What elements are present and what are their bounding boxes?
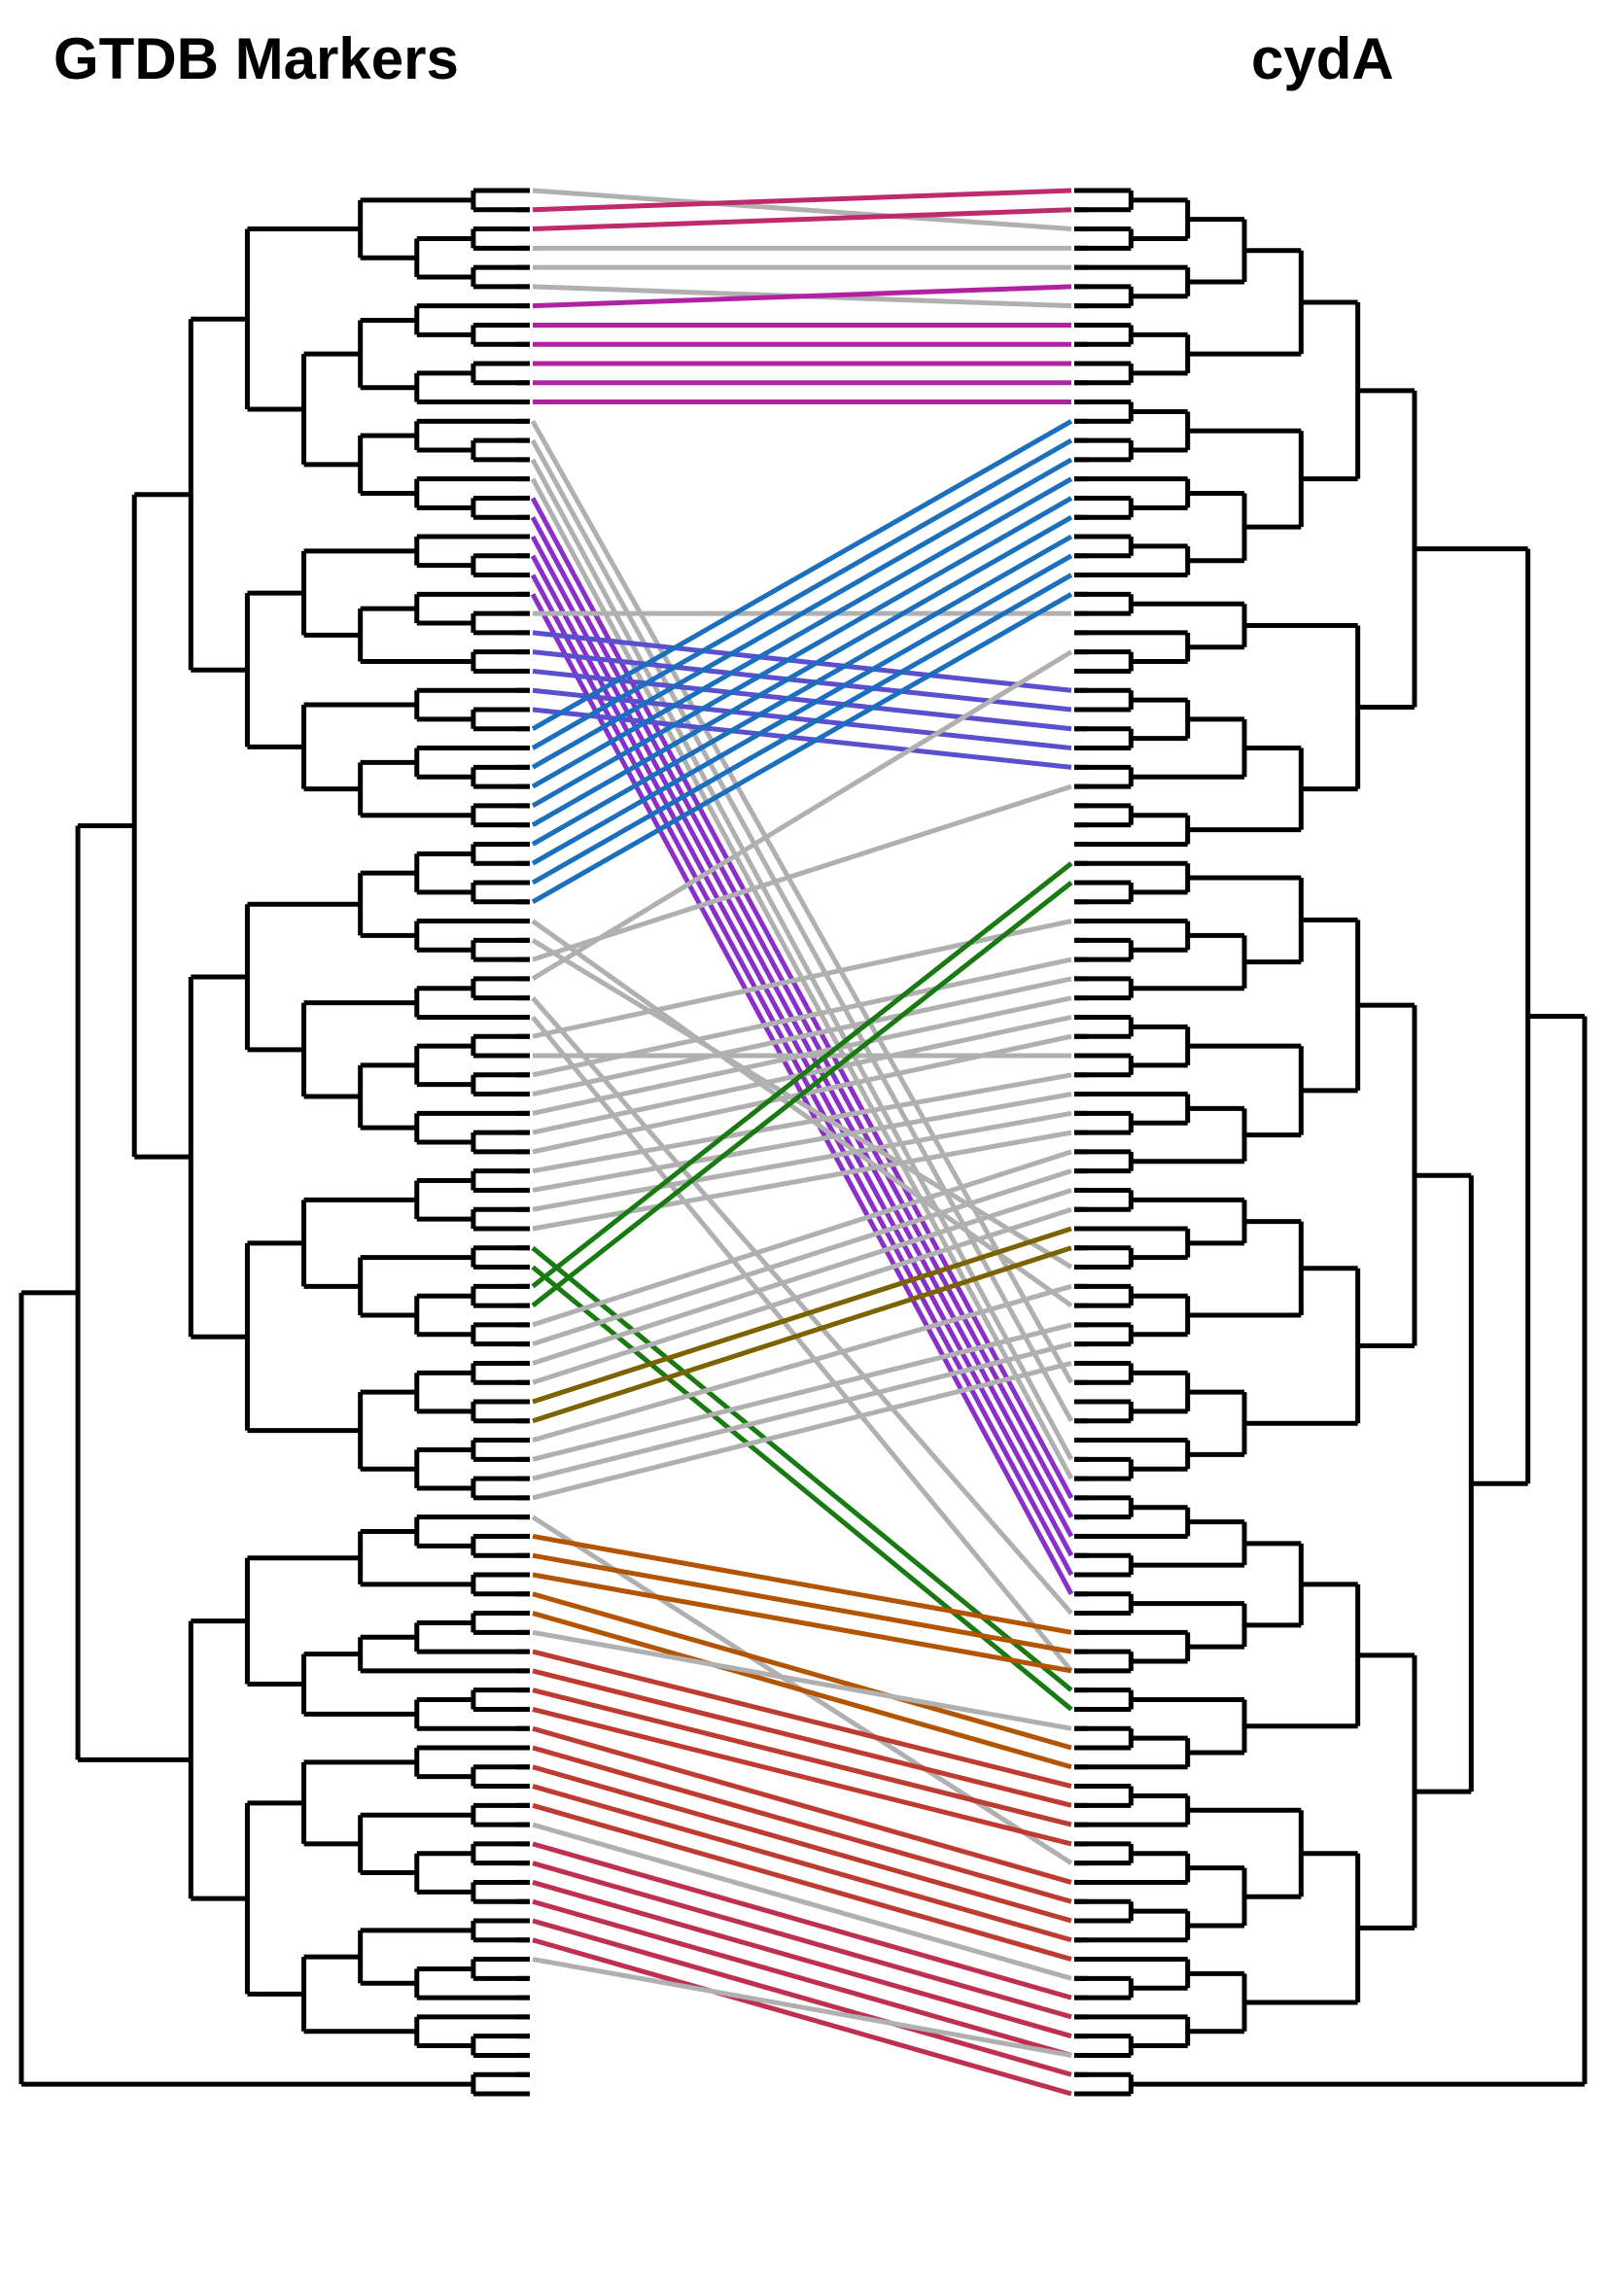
connection-line-51 [532,1072,1072,1174]
connection-line-59 [532,1149,1072,1328]
connection-line-87 [532,1861,1072,2020]
connection-line-86 [532,1841,1072,2000]
connection-line-89 [532,1898,1072,2058]
connection-line-88 [532,1880,1072,2039]
connection-line-92 [532,1957,1072,2058]
left-tree-title: GTDB Markers [53,26,459,91]
connection-line-43 [531,1015,1073,1673]
connection-line-31 [531,476,1073,789]
right-tree-title: cydA [1251,26,1394,91]
connection-line-81 [532,1745,1072,1904]
connection-line-29 [531,437,1073,750]
connection-line-73 [532,1591,1072,1751]
connection-line-75 [532,1629,1072,1731]
left-tip-ticks [516,188,530,2097]
connection-line-16 [530,497,1074,1500]
connection-line-85 [532,1822,1072,1981]
connection-line-46 [532,957,1072,1078]
connection-line-48 [532,995,1072,1116]
connection-line-80 [532,1725,1072,1885]
connection-line-44 [532,919,1072,1039]
connection-line-28 [531,419,1073,731]
connection-line-79 [532,1707,1072,1847]
connection-line-39 [531,938,1073,1270]
connection-line-1 [532,188,1072,213]
connection-line-72 [532,1572,1072,1674]
connection-line-34 [531,534,1073,847]
connection-line-47 [532,976,1072,1097]
connection-line-60 [532,1168,1072,1347]
connection-line-91 [532,1937,1072,2097]
connection-line-71 [532,1552,1072,1654]
connection-line-27 [532,707,1072,770]
connection-line-57 [531,861,1073,1289]
connection-line-66 [532,1322,1072,1462]
connection-line-30 [531,457,1073,770]
connection-line-68 [532,1361,1072,1501]
connection-line-33 [531,515,1073,827]
connection-line-63 [532,1226,1072,1405]
connection-line-26 [532,687,1072,751]
connection-line-58 [531,881,1073,1308]
connection-line-78 [532,1687,1072,1827]
connection-line-52 [532,1092,1072,1193]
connection-line-61 [532,1188,1072,1366]
connection-line-25 [532,668,1072,732]
connection-line-37 [531,592,1073,904]
connection-line-67 [532,1341,1072,1481]
connection-line-74 [532,1611,1072,1770]
connection-line-54 [532,1130,1072,1232]
right-tip-ticks [1074,188,1088,2097]
connection-line-77 [532,1668,1072,1808]
connection-line-38 [531,919,1073,1308]
right-dendrogram [1074,188,1588,2097]
connection-line-32 [531,496,1073,809]
connection-line-40 [532,783,1072,962]
connection-line-14 [530,458,1074,1461]
tip-connections [530,188,1074,2097]
connection-line-41 [531,649,1073,982]
connection-line-90 [532,1918,1072,2077]
connection-line-62 [532,1206,1072,1385]
connection-line-2 [532,207,1072,232]
connection-line-83 [532,1784,1072,1943]
connection-line-24 [532,649,1072,713]
connection-line-6 [532,284,1072,309]
connection-line-12 [530,420,1074,1384]
connection-line-35 [531,553,1073,866]
left-dendrogram [18,188,530,2097]
connection-line-23 [532,630,1072,693]
connection-line-76 [532,1649,1072,1789]
connection-line-84 [532,1802,1072,1962]
connection-line-70 [532,1533,1072,1635]
connection-line-64 [532,1245,1072,1424]
connection-line-36 [531,573,1073,886]
connection-line-82 [532,1764,1072,1924]
connection-line-42 [531,996,1073,1616]
connection-line-53 [532,1110,1072,1212]
connection-line-0 [532,188,1072,232]
connection-line-65 [532,1283,1072,1443]
